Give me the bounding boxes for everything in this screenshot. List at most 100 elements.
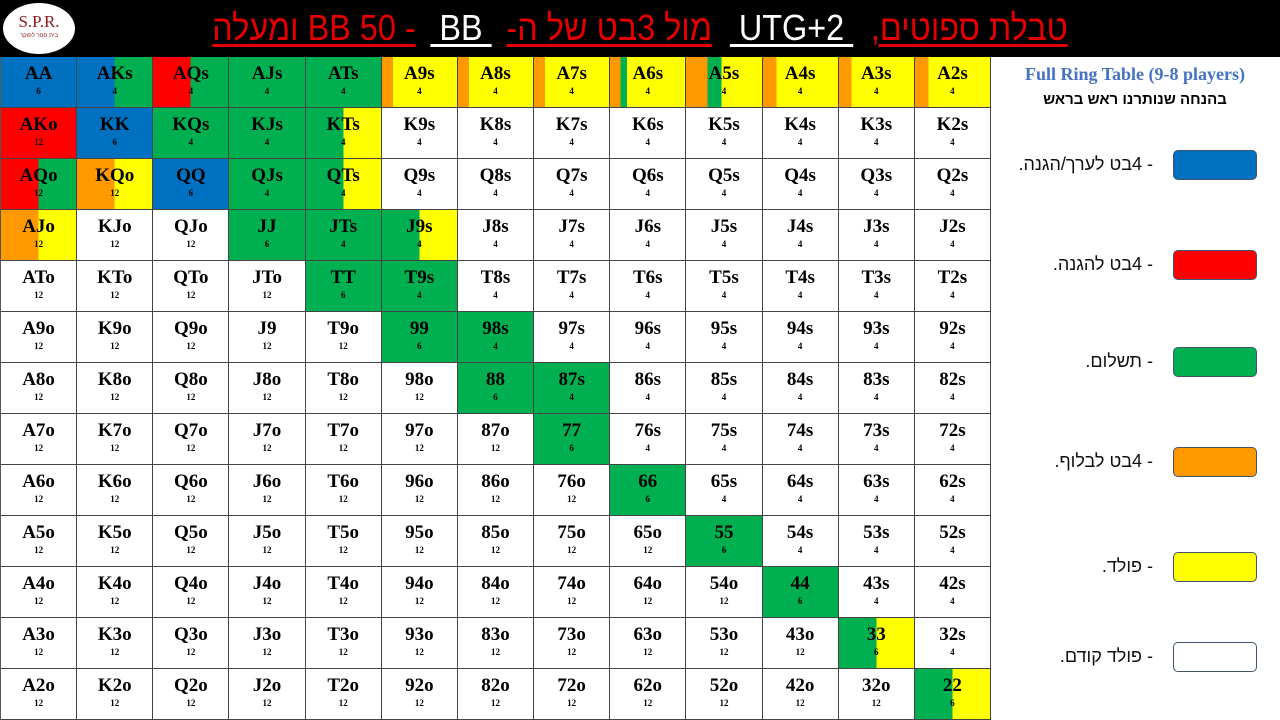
combo-count: 4 [493,86,498,96]
combo-count: 12 [643,698,653,708]
hand-cell: J6o 12 [229,465,306,516]
hand-label: T2s [937,267,968,288]
hand-label: 93s [863,318,890,339]
hand-label: A3o [22,624,55,645]
hand-label: 52s [939,522,966,543]
combo-count: 12 [186,647,196,657]
hand-cell: A5s 4 [686,57,763,108]
combo-count: 12 [719,647,729,657]
hand-label: T5s [709,267,739,288]
hand-label: Q9o [173,318,208,339]
hand-label: 75o [557,522,586,543]
combo-count: 12 [110,443,120,453]
hand-cell: A5o 12 [1,516,78,567]
logo-text: S.P.R. [18,12,60,31]
combo-count: 4 [417,137,422,147]
hand-cell: T7s 4 [534,261,611,312]
hand-cell: TT 6 [305,261,382,312]
combo-count: 4 [645,188,651,198]
hand-cell: 77 6 [534,414,611,465]
hand-label: QJo [173,216,208,237]
combo-count: 4 [874,443,879,453]
hand-label: K2s [936,114,969,135]
hand-label: KTo [97,267,133,288]
hand-cell: 54s 4 [762,516,839,567]
combo-count: 4 [721,494,727,504]
hand-cell: A7o 12 [1,414,78,465]
combo-count: 4 [950,596,955,606]
combo-count: 4 [950,137,955,147]
combo-count: 6 [950,698,955,708]
hand-label: AA [24,63,53,84]
hand-label: KQs [172,114,210,135]
hand-label: 99 [409,318,429,339]
hand-cell: 65o 12 [610,516,687,567]
hand-label: 42o [785,675,815,696]
spr-logo: S.P.R. בית ספר לפוקר [3,3,75,54]
combo-count: 12 [414,545,424,555]
hand-cell: 97s 4 [534,312,611,363]
hand-cell: 73s 4 [838,414,915,465]
hand-cell: A2o 12 [1,669,78,720]
hand-label: 32s [939,624,966,645]
combo-count: 4 [493,290,498,300]
hand-cell: QTs 4 [305,159,382,210]
combo-count: 12 [186,290,196,300]
hand-label: J3o [252,624,282,645]
combo-count: 12 [262,341,272,351]
hand-cell: KQs 4 [153,108,230,159]
combo-count: 12 [567,545,577,555]
combo-count: 12 [262,596,272,606]
hand-label: 54s [786,522,814,543]
combo-count: 12 [490,647,500,657]
hand-cell: 86s 4 [610,363,687,414]
hand-label: K9s [403,114,436,135]
combo-count: 12 [338,443,348,453]
hand-label: K3s [860,114,893,135]
combo-count: 12 [490,545,500,555]
combo-count: 4 [264,188,270,198]
combo-count: 4 [797,545,803,555]
hand-cell: 62o 12 [610,669,687,720]
hand-label: 53s [863,522,890,543]
hand-cell: K2o 12 [77,669,154,720]
hand-label: T4s [785,267,815,288]
combo-count: 4 [874,341,879,351]
hand-label: 84o [481,573,510,594]
hand-cell: Q9o 12 [153,312,230,363]
hand-cell: 55 6 [686,516,763,567]
hand-label: A3s [860,63,892,84]
combo-count: 4 [569,341,574,351]
hand-cell: 88 6 [457,363,535,414]
hand-label: JTo [252,267,282,288]
hand-cell: 42o 12 [762,669,839,720]
combo-count: 4 [493,188,498,198]
hand-label: T3o [327,624,360,645]
combo-count: 12 [719,596,729,606]
hand-cell: 98o 12 [381,363,458,414]
hand-label: 92o [405,675,434,696]
combo-count: 4 [950,494,955,504]
combo-count: 4 [645,392,651,402]
combo-count: 12 [262,545,272,555]
hand-cell: K7o 12 [77,414,154,465]
hand-cell: 96s 4 [610,312,687,363]
combo-count: 12 [338,392,348,402]
hand-label: 95o [405,522,434,543]
hand-cell: K7s 4 [534,108,611,159]
hand-cell: J9s 4 [381,210,458,261]
combo-count: 4 [874,494,879,504]
hand-cell: Q8o 12 [153,363,230,414]
hand-cell: T4o 12 [305,567,382,618]
hand-cell: 76o 12 [534,465,611,516]
combo-count: 12 [262,290,272,300]
hand-label: 32o [862,675,891,696]
hand-label: Q4o [173,573,208,594]
hand-cell: 95o 12 [381,516,458,567]
hand-cell: Q8s 4 [457,159,535,210]
hand-cell: AJo 12 [1,210,78,261]
hand-cell: A9o 12 [1,312,78,363]
combo-count: 4 [797,86,803,96]
hand-label: AJo [22,216,55,237]
hand-label: 92s [939,318,966,339]
